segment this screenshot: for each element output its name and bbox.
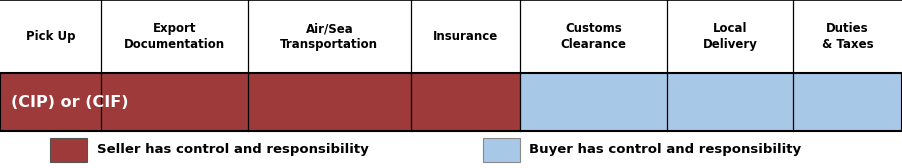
Bar — [0, 73, 902, 131]
Bar — [410, 73, 520, 131]
Text: Duties
& Taxes: Duties & Taxes — [822, 22, 873, 51]
Text: Pick Up: Pick Up — [26, 30, 75, 43]
FancyBboxPatch shape — [50, 138, 87, 162]
Text: Buyer has control and responsibility: Buyer has control and responsibility — [529, 143, 802, 156]
Bar — [793, 73, 902, 131]
Bar — [0, 73, 101, 131]
Bar — [667, 73, 793, 131]
Bar — [520, 73, 667, 131]
Bar — [248, 73, 410, 131]
Text: Local
Delivery: Local Delivery — [703, 22, 758, 51]
Text: Insurance: Insurance — [433, 30, 498, 43]
Text: Air/Sea
Transportation: Air/Sea Transportation — [281, 22, 378, 51]
Text: Seller has control and responsibility: Seller has control and responsibility — [97, 143, 368, 156]
Text: (CIP) or (CIF): (CIP) or (CIF) — [11, 95, 128, 110]
Text: Customs
Clearance: Customs Clearance — [560, 22, 626, 51]
FancyBboxPatch shape — [483, 138, 520, 162]
Text: Export
Documentation: Export Documentation — [124, 22, 225, 51]
Bar — [101, 73, 248, 131]
